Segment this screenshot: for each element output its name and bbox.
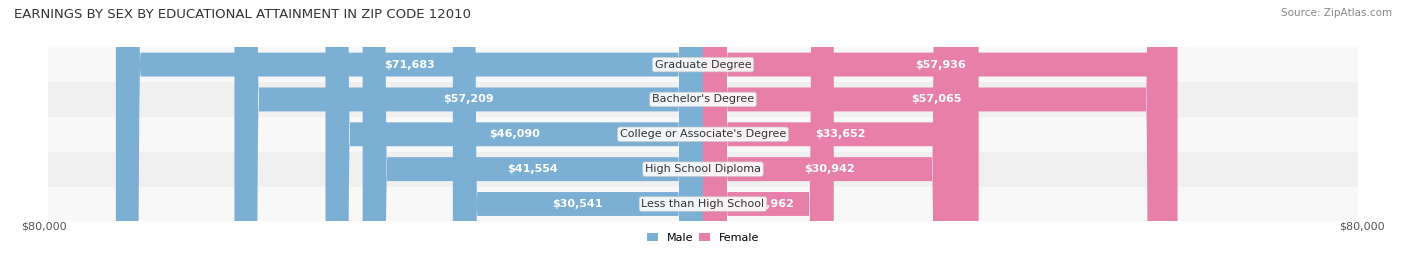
Text: EARNINGS BY SEX BY EDUCATIONAL ATTAINMENT IN ZIP CODE 12010: EARNINGS BY SEX BY EDUCATIONAL ATTAINMEN… [14,8,471,21]
Text: $41,554: $41,554 [508,164,558,174]
Text: $30,942: $30,942 [804,164,855,174]
Text: $57,209: $57,209 [443,94,494,105]
FancyBboxPatch shape [326,0,703,268]
Bar [48,117,1358,152]
Text: $57,936: $57,936 [915,59,966,70]
Bar [48,187,1358,221]
Bar [48,152,1358,187]
Text: $33,652: $33,652 [815,129,866,139]
Legend: Male, Female: Male, Female [643,228,763,247]
Text: $80,000: $80,000 [1339,221,1385,231]
Text: High School Diploma: High School Diploma [645,164,761,174]
Text: College or Associate's Degree: College or Associate's Degree [620,129,786,139]
FancyBboxPatch shape [703,0,956,268]
FancyBboxPatch shape [703,0,979,268]
Text: Graduate Degree: Graduate Degree [655,59,751,70]
Text: Less than High School: Less than High School [641,199,765,209]
Bar [48,47,1358,82]
Bar [48,82,1358,117]
FancyBboxPatch shape [703,0,834,268]
Text: $15,962: $15,962 [742,199,794,209]
Text: $30,541: $30,541 [553,199,603,209]
FancyBboxPatch shape [363,0,703,268]
FancyBboxPatch shape [453,0,703,268]
Text: $80,000: $80,000 [21,221,67,231]
Text: $71,683: $71,683 [384,59,434,70]
Text: $46,090: $46,090 [489,129,540,139]
FancyBboxPatch shape [703,0,1177,268]
FancyBboxPatch shape [235,0,703,268]
Text: Source: ZipAtlas.com: Source: ZipAtlas.com [1281,8,1392,18]
FancyBboxPatch shape [115,0,703,268]
FancyBboxPatch shape [703,0,1170,268]
Text: $57,065: $57,065 [911,94,962,105]
Text: Bachelor's Degree: Bachelor's Degree [652,94,754,105]
